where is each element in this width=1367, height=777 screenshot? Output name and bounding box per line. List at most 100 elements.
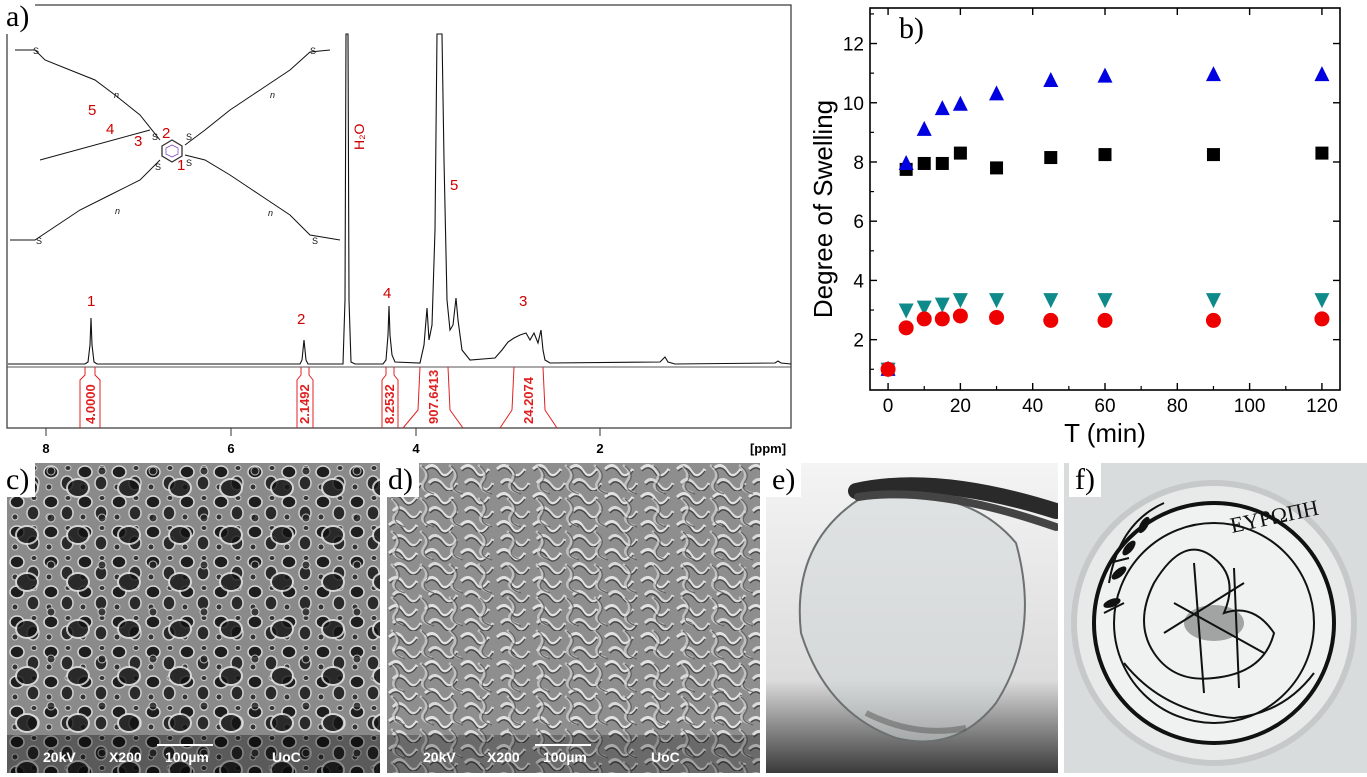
film-photo: [766, 463, 1058, 773]
x-tick-label: 120: [1306, 396, 1338, 417]
sem-magnification: X200: [109, 749, 142, 765]
sem-image-wrinkled: 20kV X200 100µm UoC d): [387, 463, 760, 773]
swelling-chart: 0 20 40 60 80 100 120 2 4 6 8 10 12 T (min) Degree of …: [808, 7, 1341, 448]
x-axis-label: T (min): [1064, 418, 1146, 448]
x-tick-label: 100: [1234, 396, 1266, 417]
x-tick-label: 4: [412, 441, 420, 456]
y-tick-label: 6: [853, 212, 864, 233]
sulfur-atom: S: [36, 236, 42, 246]
data-point-triangle-down: [934, 297, 950, 313]
data-point-circle: [880, 361, 896, 377]
structure-number: 3: [134, 133, 142, 150]
x-tick-label: 60: [1094, 396, 1115, 417]
data-point-triangle-down: [916, 300, 932, 316]
data-point-triangle-down: [1314, 293, 1330, 309]
data-point-triangle-down: [989, 293, 1005, 309]
repeat-unit-n: n: [114, 90, 119, 100]
data-point-square: [1098, 148, 1112, 162]
peak-label: 1: [87, 293, 95, 310]
sulfur-atom: S: [186, 132, 192, 142]
panel-label-a: a): [0, 0, 36, 34]
sulfur-atom: S: [310, 46, 316, 56]
sem-porous-texture: [7, 463, 380, 773]
x-tick-label: 20: [950, 396, 971, 417]
y-tick-label: 8: [853, 153, 864, 174]
data-point-triangle-down: [1043, 293, 1059, 309]
data-point-triangle-down: [1205, 293, 1221, 309]
structure-number: 5: [88, 102, 96, 119]
sem-image-porous: 20kV X200 100µm UoC c): [7, 463, 380, 773]
sem-wrinkle-texture: [387, 463, 760, 773]
structure-number: 2: [162, 125, 170, 142]
data-point-square: [1315, 146, 1329, 160]
x-tick-label: 0: [883, 396, 894, 417]
y-axis-label: Degree of Swelling: [808, 100, 838, 318]
sulfur-atom: S: [152, 132, 158, 142]
data-point-triangle-down: [898, 303, 914, 319]
integral-value: 24.2074: [521, 376, 536, 424]
data-point-triangle-down: [952, 293, 968, 309]
peak-label: 2: [297, 311, 305, 328]
data-point-triangle-up: [1205, 66, 1221, 82]
sulfur-atom: S: [186, 158, 192, 168]
repeat-unit-n: n: [270, 90, 275, 100]
y-tick-label: 10: [843, 94, 864, 115]
peak-label: 5: [450, 177, 458, 194]
photo-printed-logo: ΕΥΡΩΠΗ f): [1064, 463, 1367, 773]
peak-label: 3: [519, 293, 527, 310]
x-tick-label: 80: [1167, 396, 1188, 417]
x-axis-unit: [ppm]: [750, 441, 786, 456]
plot-frame: [869, 7, 1341, 391]
data-point-triangle-up: [916, 120, 932, 136]
nmr-panel: H₂O 1 2 4 5 3 5 4 3 2 1 n n n n S S S S …: [0, 0, 800, 460]
chemical-structure: [10, 49, 341, 241]
sem-institution: UoC: [651, 749, 680, 765]
data-point-triangle-up: [1314, 66, 1330, 82]
repeat-unit-n: n: [115, 206, 120, 216]
x-tick-label: 40: [1022, 396, 1043, 417]
structure-number: 4: [106, 121, 114, 138]
integral-value: 907.6413: [426, 370, 441, 424]
data-point-circle: [1097, 312, 1113, 328]
data-point-triangle-up: [898, 154, 914, 170]
x-tick-label: 6: [227, 441, 234, 456]
sem-scale-bar-label: 100µm: [543, 749, 587, 765]
sem-voltage: 20kV: [43, 749, 76, 765]
panel-label-f: f): [1069, 463, 1101, 497]
panel-label-e: e): [766, 463, 802, 497]
data-point-triangle-up: [1043, 72, 1059, 88]
integral-value: 2.1492: [297, 384, 312, 424]
x-tick-label: 2: [596, 441, 603, 456]
data-point-triangle-up: [952, 95, 968, 111]
repeat-unit-n: n: [268, 208, 273, 218]
panel-label-d: d): [387, 463, 419, 497]
integral-value: 4.0000: [83, 384, 98, 424]
sulfur-atom: S: [155, 162, 161, 172]
x-tick-label: 8: [42, 441, 49, 456]
data-point-triangle-up: [934, 100, 950, 116]
y-tick-label: 2: [853, 331, 864, 352]
panel-label-c: c): [7, 463, 36, 497]
spectrum-trace: [8, 33, 792, 365]
data-point-circle: [989, 309, 1005, 325]
data-point-triangle-up: [989, 85, 1005, 101]
data-point-square: [935, 156, 949, 170]
data-point-square: [1044, 151, 1058, 165]
swelling-chart-panel: 0 20 40 60 80 100 120 2 4 6 8 10 12 T (min) Degree of …: [800, 0, 1367, 460]
peak-label: 4: [383, 285, 391, 302]
photo-film-tweezers: e): [766, 463, 1058, 773]
data-point-square: [990, 161, 1004, 175]
printed-logo-photo: ΕΥΡΩΠΗ: [1064, 463, 1367, 773]
sem-magnification: X200: [487, 749, 520, 765]
data-point-square: [953, 146, 967, 160]
sem-institution: UoC: [272, 749, 301, 765]
data-point-circle: [934, 311, 950, 327]
data-point-triangle-up: [1097, 67, 1113, 83]
y-tick-label: 12: [843, 35, 864, 56]
data-point-circle: [916, 311, 932, 327]
data-point-square: [1206, 148, 1220, 162]
sulfur-atom: S: [33, 46, 39, 56]
sem-scale-bar-label: 100µm: [165, 749, 209, 765]
data-point-circle: [1043, 312, 1059, 328]
data-point-circle: [898, 320, 914, 336]
